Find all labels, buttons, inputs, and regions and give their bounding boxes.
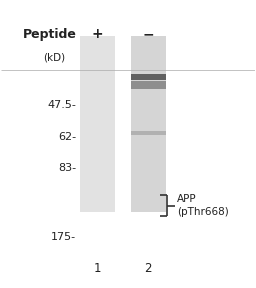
Text: −: − (142, 27, 154, 41)
Bar (131, 131, 166, 135)
Text: 2: 2 (144, 262, 152, 274)
Text: Peptide: Peptide (23, 28, 77, 41)
Bar (80, 36, 115, 213)
Text: +: + (92, 27, 103, 41)
Text: 47.5-: 47.5- (47, 101, 76, 111)
Bar (131, 81, 166, 89)
Text: 83-: 83- (58, 163, 76, 173)
Text: 1: 1 (94, 262, 101, 274)
Text: 62-: 62- (58, 132, 76, 142)
Text: (kD): (kD) (44, 52, 66, 62)
Bar (131, 36, 166, 213)
Bar (131, 74, 166, 80)
Text: APP
(pThr668): APP (pThr668) (177, 194, 229, 217)
Text: 175-: 175- (51, 232, 76, 242)
